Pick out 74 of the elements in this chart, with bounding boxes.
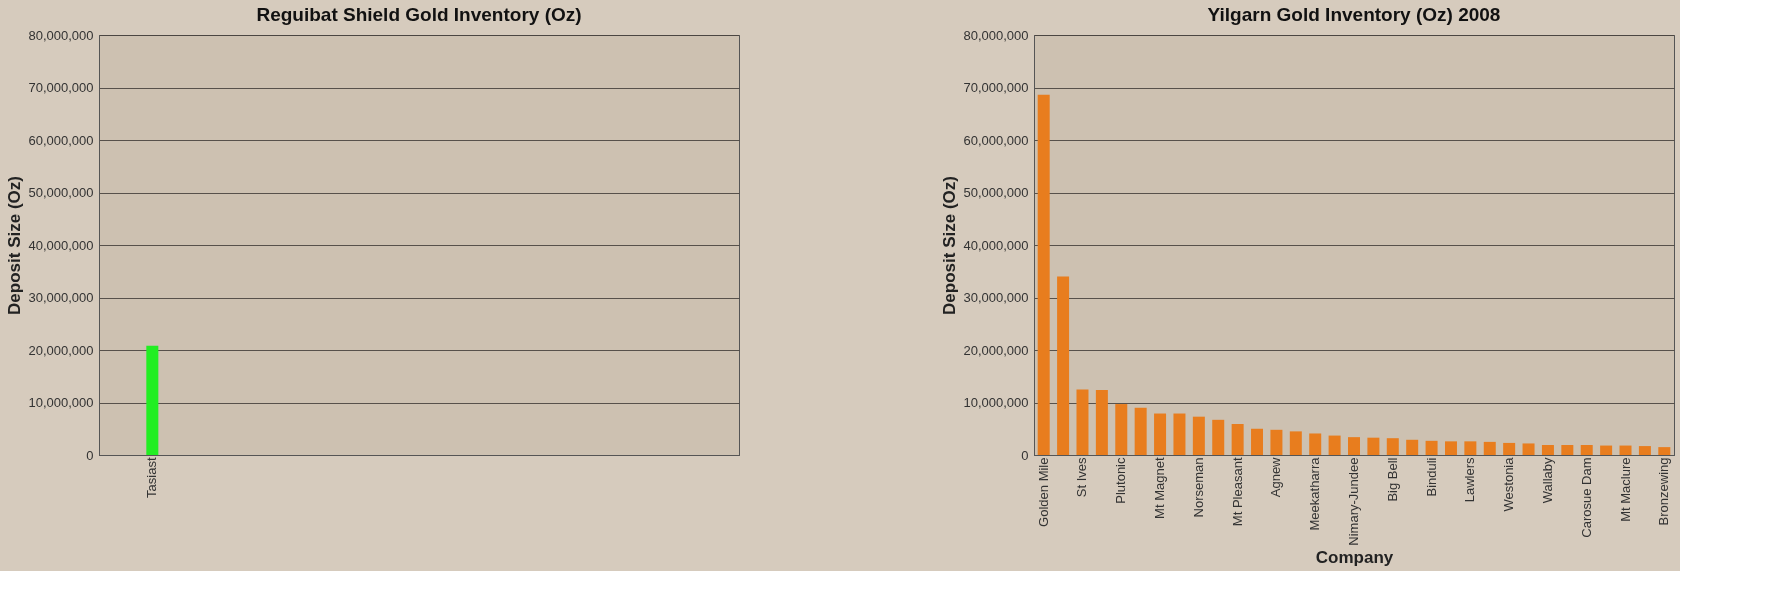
x-tick-label: Plutonic — [1113, 457, 1129, 504]
x-tick-label: Meekatharra — [1307, 456, 1323, 531]
x-tick-label: Mt Pleasant — [1229, 457, 1245, 527]
bar — [1289, 431, 1302, 455]
bar — [1619, 445, 1632, 455]
x-tick-label: Big Bell — [1384, 457, 1400, 502]
x-tick-label: Binduli — [1423, 457, 1439, 497]
y-tick-label: 70,000,000 — [28, 80, 94, 95]
y-tick-label: 30,000,000 — [28, 290, 94, 305]
y-tick-label: 0 — [86, 447, 94, 463]
bar — [1483, 441, 1496, 455]
bar — [1095, 389, 1108, 455]
y-axis-title: Deposit Size (Oz) — [5, 176, 25, 315]
bar — [1251, 428, 1264, 455]
bar — [1328, 435, 1341, 455]
y-tick-label: 60,000,000 — [28, 132, 94, 148]
bar — [1522, 443, 1535, 455]
bar — [1231, 424, 1244, 455]
x-tick-label: Westonia — [1501, 456, 1517, 512]
bar — [1037, 94, 1050, 455]
y-tick-label: 70,000,000 — [963, 80, 1029, 95]
x-tick-label: Mt Magnet — [1152, 457, 1168, 519]
bar — [1600, 445, 1613, 455]
bar — [1638, 446, 1651, 455]
bar — [1309, 433, 1322, 455]
bar — [1464, 441, 1477, 455]
bar — [1367, 437, 1380, 455]
y-tick-label: 50,000,000 — [963, 185, 1029, 200]
x-axis-title: Company — [1315, 547, 1394, 567]
bar — [1154, 413, 1167, 455]
bar — [1503, 442, 1516, 455]
y-tick-label: 20,000,000 — [963, 342, 1029, 358]
y-tick-label: 40,000,000 — [28, 237, 94, 253]
y-tick-label: 10,000,000 — [963, 395, 1029, 410]
bar — [1580, 445, 1593, 455]
x-tick-label: Nimary-Jundee — [1346, 457, 1361, 546]
y-tick-label: 60,000,000 — [963, 132, 1029, 148]
x-tick-label: Agnew — [1268, 456, 1284, 498]
bar — [1212, 419, 1225, 455]
y-tick-label: 30,000,000 — [963, 290, 1029, 305]
y-tick-label: 20,000,000 — [28, 342, 94, 358]
bar — [1541, 445, 1554, 455]
x-tick-label: Tasiast — [144, 457, 160, 498]
bar — [1134, 407, 1147, 455]
bar — [1658, 447, 1671, 455]
bar — [1386, 438, 1399, 455]
chart-title: Reguibat Shield Gold Inventory (Oz) — [256, 4, 582, 25]
y-tick-label: 80,000,000 — [28, 27, 94, 43]
bar — [1076, 389, 1089, 455]
x-tick-label: Norseman — [1190, 457, 1206, 518]
x-tick-label: Wallaby — [1539, 457, 1555, 504]
y-tick-label: 50,000,000 — [28, 185, 94, 200]
bar — [1406, 439, 1419, 455]
x-tick-label: Carosue Dam — [1578, 457, 1594, 538]
y-tick-label: 10,000,000 — [28, 395, 94, 410]
x-tick-label: Lawlers — [1462, 457, 1478, 503]
x-tick-label: Golden Mile — [1035, 457, 1051, 527]
bar — [1425, 440, 1438, 455]
y-axis-title: Deposit Size (Oz) — [940, 176, 960, 315]
x-tick-label: St Ives — [1074, 457, 1090, 498]
y-tick-label: 80,000,000 — [963, 27, 1029, 43]
y-tick-label: 0 — [1021, 447, 1029, 463]
bar — [1057, 276, 1070, 455]
bar — [1270, 429, 1283, 455]
bar — [1192, 416, 1205, 455]
bar — [1173, 413, 1186, 455]
bar — [1348, 437, 1360, 455]
bar — [1115, 404, 1128, 455]
bar — [1444, 441, 1457, 455]
x-tick-label: Bronzewing — [1656, 457, 1672, 526]
chart-title: Yilgarn Gold Inventory (Oz) 2008 — [1207, 4, 1501, 25]
y-tick-label: 40,000,000 — [963, 237, 1029, 253]
x-tick-label: Mt Maclure — [1617, 457, 1633, 522]
bar — [1561, 445, 1574, 455]
